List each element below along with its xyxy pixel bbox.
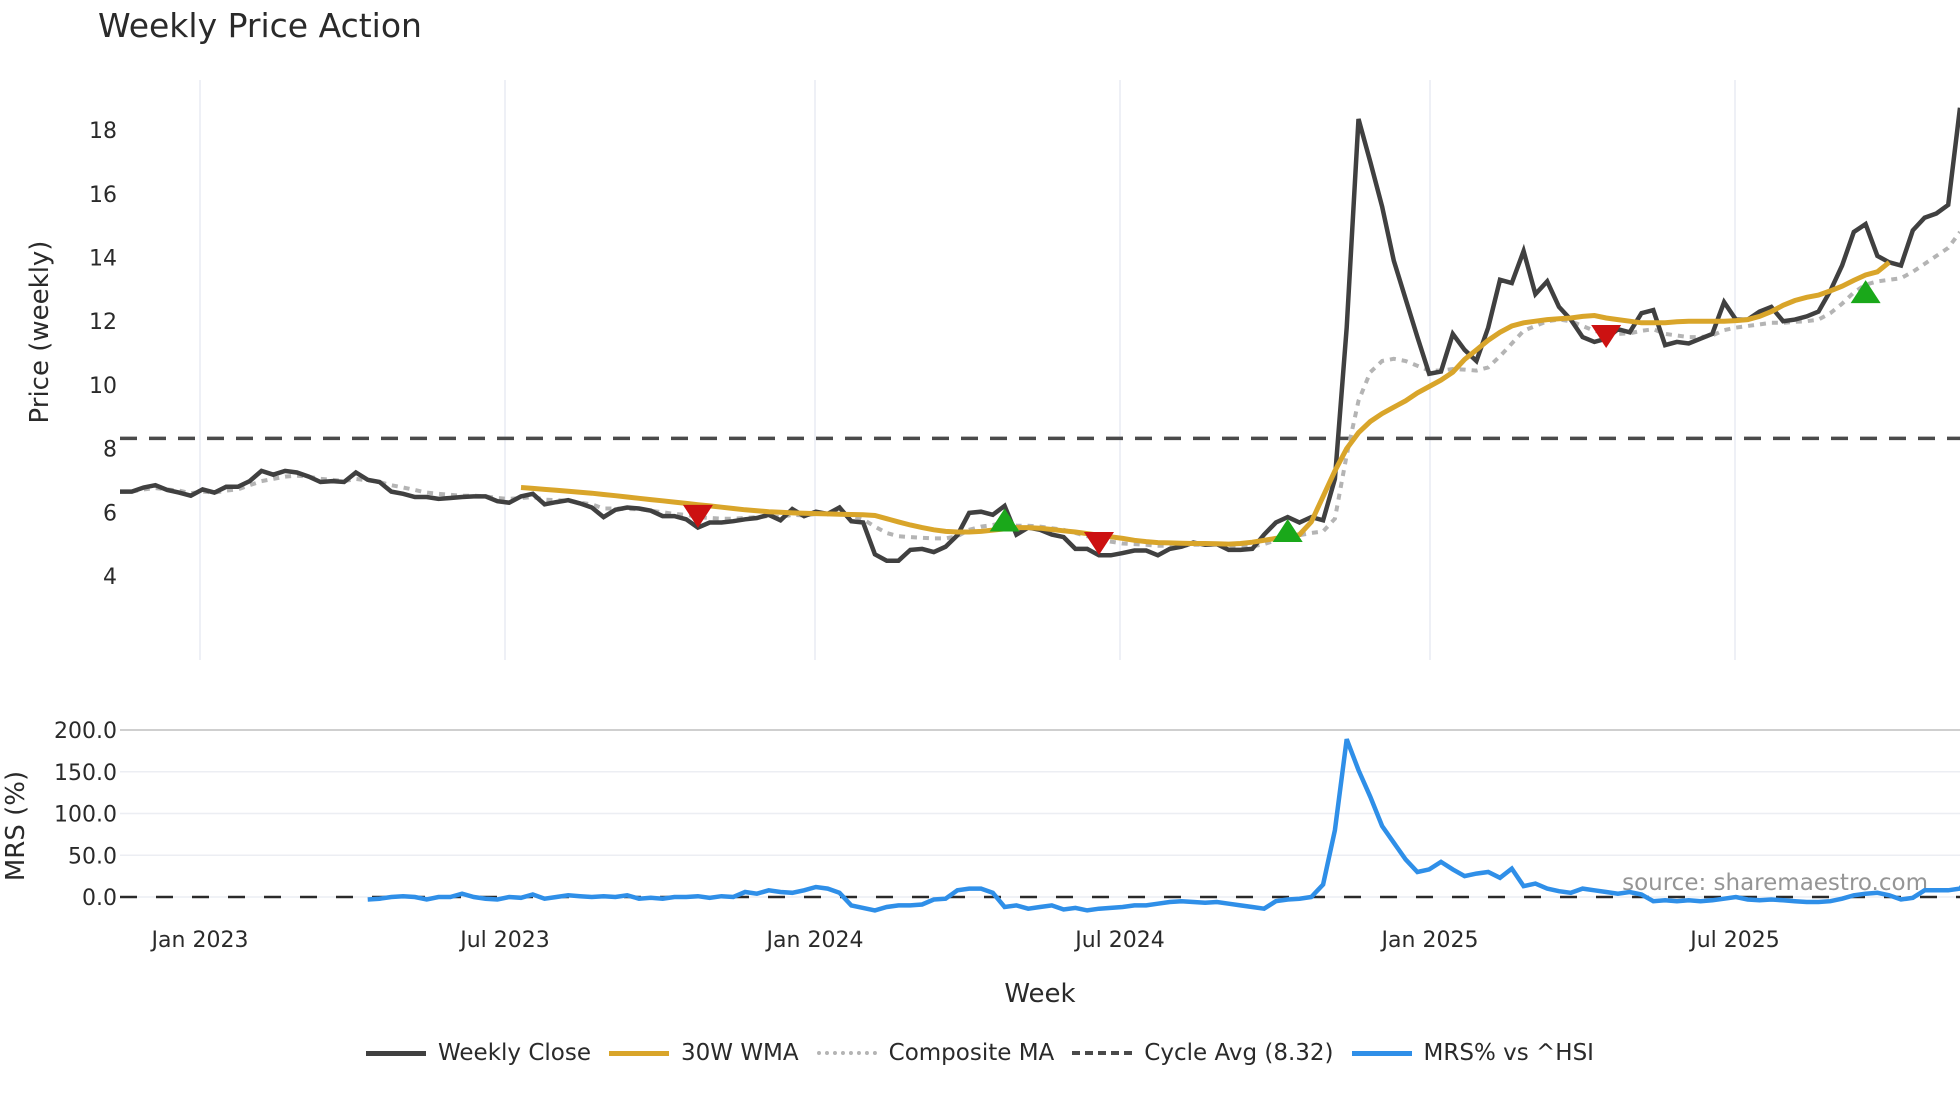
x-tick: Jul 2025 <box>1688 928 1780 953</box>
composite-ma-line <box>120 230 1960 549</box>
weekly-close-line <box>120 107 1960 563</box>
x-axis-title: Week <box>1004 979 1075 1009</box>
mrs-y-tick: 0.0 <box>82 886 117 911</box>
price-y-axis: 4 6 8 10 12 14 16 18 <box>89 119 117 590</box>
mrs-line <box>367 738 1960 913</box>
sell-signal-triangle-icon <box>682 504 713 528</box>
mrs-y-tick: 150.0 <box>54 761 117 786</box>
mrs-y-axis: 0.0 50.0 100.0 150.0 200.0 <box>54 719 117 911</box>
legend-label: Composite MA <box>888 1040 1055 1066</box>
sell-signal-triangle-icon <box>1591 324 1622 348</box>
legend-item-mrs[interactable]: MRS% vs ^HSI <box>1351 1040 1594 1066</box>
legend: Weekly Close 30W WMA Composite MA Cycle … <box>0 1036 1960 1070</box>
legend-item-weekly-close[interactable]: Weekly Close <box>366 1040 591 1066</box>
price-y-tick: 8 <box>103 438 117 463</box>
legend-item-30w-wma[interactable]: 30W WMA <box>609 1040 799 1066</box>
x-tick: Jul 2023 <box>458 928 550 953</box>
legend-label: MRS% vs ^HSI <box>1423 1040 1594 1066</box>
chart-canvas: 4 6 8 10 12 14 16 18 Price (weekly) 0.0 50.0 100.… <box>1 80 1960 1009</box>
price-y-tick: 4 <box>103 565 117 590</box>
wma-line <box>520 260 1891 547</box>
price-y-tick: 12 <box>89 310 117 335</box>
legend-label: Cycle Avg (8.32) <box>1144 1040 1334 1066</box>
x-tick: Jan 2025 <box>1380 928 1479 953</box>
price-y-tick: 14 <box>89 247 117 272</box>
legend-item-cycle-avg[interactable]: Cycle Avg (8.32) <box>1072 1040 1334 1066</box>
buy-signal-triangle-icon <box>1850 280 1881 304</box>
price-y-tick: 10 <box>89 374 117 399</box>
legend-swatch-mrs <box>1351 1050 1412 1056</box>
mrs-y-axis-title: MRS (%) <box>1 771 31 881</box>
buy-signal-triangle-icon <box>1272 519 1303 543</box>
x-tick: Jul 2024 <box>1073 928 1165 953</box>
mrs-plot-area <box>367 738 1960 913</box>
legend-swatch-composite-ma <box>816 1051 877 1055</box>
x-axis: Jan 2023 Jul 2023 Jan 2024 Jul 2024 Jan 2025… <box>150 928 1780 953</box>
price-gridlines <box>199 80 1736 660</box>
mrs-y-tick: 200.0 <box>54 719 117 744</box>
price-y-tick: 6 <box>103 501 117 526</box>
buy-signal-triangle-icon <box>989 508 1020 532</box>
x-tick: Jan 2023 <box>150 928 249 953</box>
x-tick: Jan 2024 <box>765 928 864 953</box>
price-y-axis-title: Price (weekly) <box>25 241 55 424</box>
chart-title: Weekly Price Action <box>98 6 422 45</box>
mrs-gridlines <box>120 729 1960 899</box>
mrs-y-tick: 100.0 <box>54 803 117 828</box>
legend-label: Weekly Close <box>438 1040 591 1066</box>
sell-signal-triangle-icon <box>1083 531 1114 555</box>
price-plot-area <box>120 107 1960 563</box>
legend-swatch-30w-wma <box>609 1050 669 1056</box>
legend-label: 30W WMA <box>681 1040 799 1066</box>
signal-markers <box>682 280 1881 555</box>
legend-swatch-cycle-avg <box>1072 1051 1133 1055</box>
price-y-tick: 18 <box>89 119 117 144</box>
price-y-tick: 16 <box>89 183 117 208</box>
mrs-y-tick: 50.0 <box>68 844 117 869</box>
legend-swatch-weekly-close <box>366 1050 427 1056</box>
legend-item-composite-ma[interactable]: Composite MA <box>816 1040 1055 1066</box>
